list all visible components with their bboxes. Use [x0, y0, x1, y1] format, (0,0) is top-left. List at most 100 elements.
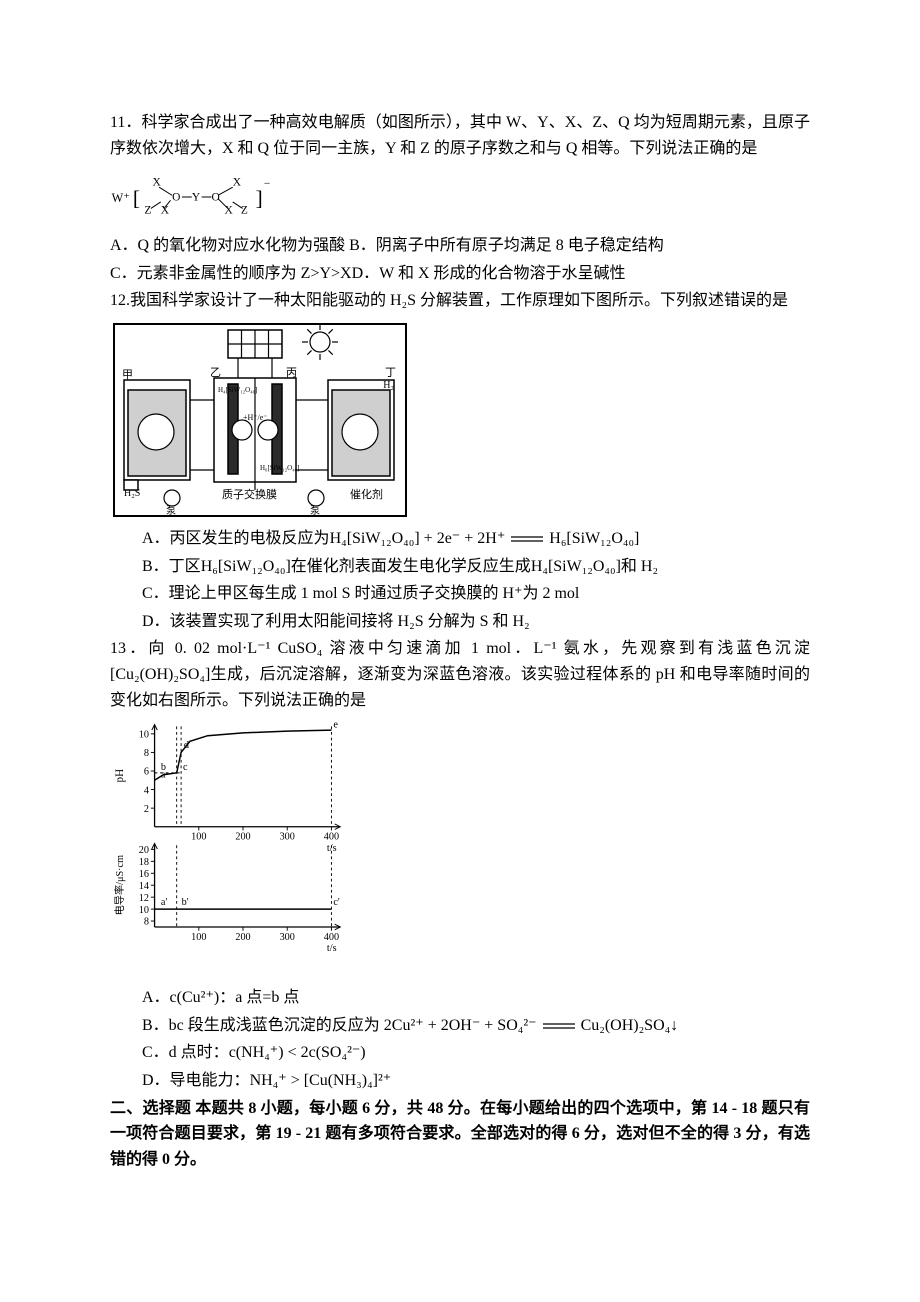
q13-d-pre: D．导电能力：: [142, 1072, 250, 1089]
svg-text:100: 100: [191, 832, 206, 843]
q13-stem: 13．向 0. 02 mol·L⁻¹ CuSO₄ 溶液中匀速滴加 1 mol．L…: [110, 636, 810, 713]
q11-opt-b: B．阴离子中所有原子均满足 8 电子稳定结构: [349, 237, 664, 254]
svg-text:W⁺: W⁺: [112, 191, 130, 205]
q13-stem-text: 向 0. 02 mol·L⁻¹ CuSO₄ 溶液中匀速滴加 1 mol．L⁻¹ …: [110, 640, 810, 708]
section2-heading: 二、选择题 本题共 8 小题，每小题 6 分，共 48 分。在每小题给出的四个选…: [110, 1096, 810, 1173]
svg-text:100: 100: [191, 932, 206, 943]
q13-opt-c: C．d 点时：c(NH₄⁺) < 2c(SO₄²⁻): [110, 1040, 810, 1066]
svg-text:甲: 甲: [122, 369, 133, 381]
svg-text:2: 2: [144, 804, 149, 815]
q12-c-text: C．理论上甲区每生成 1 mol S 时通过质子交换膜的 H⁺为 2 mol: [142, 585, 579, 602]
q12-number: 12.: [110, 292, 130, 309]
q11-number: 11．: [110, 114, 141, 131]
svg-text:−: −: [264, 178, 270, 190]
svg-text:18: 18: [139, 857, 149, 868]
svg-text:[: [: [133, 186, 140, 210]
section2-text: 二、选择题 本题共 8 小题，每小题 6 分，共 48 分。在每小题给出的四个选…: [110, 1100, 810, 1168]
q12-stem-text: 我国科学家设计了一种太阳能驱动的 H₂S 分解装置，工作原理如下图所示。下列叙述…: [130, 292, 788, 309]
svg-text:泵: 泵: [166, 505, 176, 517]
svg-text:泵: 泵: [310, 505, 320, 517]
q11-stem-text: 科学家合成出了一种高效电解质（如图所示），其中 W、Y、X、Z、Q 均为短周期元…: [110, 114, 810, 157]
svg-text:300: 300: [280, 832, 295, 843]
equilibrium-arrow-icon: [541, 1021, 577, 1031]
q11-opt-d: D．W 和 X 形成的化合物溶于水呈碱性: [352, 265, 626, 282]
svg-text:c': c': [333, 897, 340, 908]
svg-text:b: b: [161, 762, 166, 773]
q13-number: 13．: [110, 640, 148, 657]
q13-chart-svg: 246810pH100200300400t/sabcde810121416182…: [110, 719, 370, 979]
q12-stem: 12.我国科学家设计了一种太阳能驱动的 H₂S 分解装置，工作原理如下图所示。下…: [110, 288, 810, 314]
svg-text:400: 400: [324, 932, 339, 943]
svg-text:H₂: H₂: [383, 380, 394, 391]
svg-text:4: 4: [144, 785, 149, 796]
q11-options-row1: A．Q 的氧化物对应水化物为强酸 B．阴离子中所有原子均满足 8 电子稳定结构: [110, 233, 810, 259]
q13-c-expr: c(NH₄⁺) < 2c(SO₄²⁻): [229, 1044, 366, 1061]
svg-text:丁: 丁: [385, 367, 396, 379]
svg-text:e: e: [333, 719, 338, 730]
svg-text:12: 12: [139, 893, 149, 904]
svg-text:14: 14: [139, 881, 149, 892]
q13-chart-figure: 246810pH100200300400t/sabcde810121416182…: [110, 719, 810, 979]
svg-text:d: d: [184, 740, 189, 751]
q13-d-expr: NH₄⁺ > [Cu(NH₃)₄]²⁺: [250, 1072, 392, 1089]
svg-text:b': b': [182, 897, 189, 908]
svg-text:Y: Y: [192, 191, 200, 203]
svg-text:6: 6: [144, 767, 149, 778]
svg-text:X: X: [153, 177, 162, 189]
q12-device-svg: 甲H₂S泵乙丙+H⁺/e⁻H₄[SiW₁₂O₄₀]H₆[SiW₁₂O₄₀]质子交…: [110, 320, 410, 520]
svg-text:X: X: [233, 177, 242, 189]
q11-opt-c: C．元素非金属性的顺序为 Z>Y>X: [110, 265, 352, 282]
q13-b-pre: B．bc 段生成浅蓝色沉淀的反应为: [142, 1017, 384, 1034]
q12-b-mid: 在催化剂表面发生电化学反应生成: [291, 558, 531, 575]
q11-opt-a: A．Q 的氧化物对应水化物为强酸: [110, 237, 345, 254]
svg-text:10: 10: [139, 730, 149, 741]
svg-text:8: 8: [144, 748, 149, 759]
q12-opt-a: A．丙区发生的电极反应为H₄[SiW₁₂O₄₀] + 2e⁻ + 2H⁺ H₆[…: [110, 526, 810, 552]
svg-text:O: O: [172, 191, 180, 203]
q12-b-f1: H₆[SiW₁₂O₄₀]: [201, 558, 291, 575]
svg-text:200: 200: [235, 932, 250, 943]
q12-b-pre: B．丁区: [142, 558, 201, 575]
svg-text:300: 300: [280, 932, 295, 943]
q12-d-text: D．该装置实现了利用太阳能间接将 H₂S 分解为 S 和 H₂: [142, 613, 530, 630]
q13-a-text: A．c(Cu²⁺)：a 点=b 点: [142, 989, 299, 1006]
q11-options-row2: C．元素非金属性的顺序为 Z>Y>XD．W 和 X 形成的化合物溶于水呈碱性: [110, 261, 810, 287]
svg-text:催化剂: 催化剂: [350, 487, 383, 501]
q12-a-eq-left: H₄[SiW₁₂O₄₀] + 2e⁻ + 2H⁺: [330, 530, 506, 547]
q12-b-f2: H₄[SiW₁₂O₄₀]: [531, 558, 621, 575]
q12-opt-d: D．该装置实现了利用太阳能间接将 H₂S 分解为 S 和 H₂: [110, 609, 810, 635]
q13-b-eq-right: Cu₂(OH)₂SO₄↓: [581, 1017, 679, 1034]
svg-text:a': a': [161, 897, 168, 908]
svg-text:丙: 丙: [286, 367, 297, 379]
q13-opt-a: A．c(Cu²⁺)：a 点=b 点: [110, 985, 810, 1011]
q12-b-end: 和 H₂: [621, 558, 658, 575]
svg-text:200: 200: [235, 832, 250, 843]
q13-b-eq-left: 2Cu²⁺ + 2OH⁻ + SO₄²⁻: [384, 1017, 537, 1034]
svg-text:Z: Z: [144, 205, 151, 217]
q12-device-figure: 甲H₂S泵乙丙+H⁺/e⁻H₄[SiW₁₂O₄₀]H₆[SiW₁₂O₄₀]质子交…: [110, 320, 810, 520]
svg-text:16: 16: [139, 869, 149, 880]
svg-text:10: 10: [139, 905, 149, 916]
q11-ion-figure: W⁺[]−XZXOYOXXZ: [110, 167, 810, 227]
q13-c-pre: C．d 点时：: [142, 1044, 229, 1061]
q11-stem: 11．科学家合成出了一种高效电解质（如图所示），其中 W、Y、X、Z、Q 均为短…: [110, 110, 810, 161]
svg-text:c: c: [183, 762, 188, 773]
svg-text:+H⁺/e⁻: +H⁺/e⁻: [243, 413, 268, 422]
svg-text:H₆[SiW₁₂O₄₀]: H₆[SiW₁₂O₄₀]: [260, 464, 299, 472]
svg-text:400: 400: [324, 832, 339, 843]
svg-text:质子交换膜: 质子交换膜: [222, 487, 277, 501]
q11-ion-svg: W⁺[]−XZXOYOXXZ: [110, 167, 290, 227]
svg-text:8: 8: [144, 917, 149, 928]
q12-opt-c: C．理论上甲区每生成 1 mol S 时通过质子交换膜的 H⁺为 2 mol: [110, 581, 810, 607]
q12-a-eq-right: H₆[SiW₁₂O₄₀]: [549, 530, 639, 547]
svg-text:]: ]: [256, 186, 263, 210]
q12-a-pre: A．丙区发生的电极反应为: [142, 530, 330, 547]
equilibrium-arrow-icon: [509, 534, 545, 544]
svg-text:pH: pH: [114, 769, 126, 783]
svg-text:O: O: [211, 191, 219, 203]
q12-opt-b: B．丁区H₆[SiW₁₂O₄₀]在催化剂表面发生电化学反应生成H₄[SiW₁₂O…: [110, 554, 810, 580]
q13-opt-d: D．导电能力：NH₄⁺ > [Cu(NH₃)₄]²⁺: [110, 1068, 810, 1094]
svg-text:H₄[SiW₁₂O₄₀]: H₄[SiW₁₂O₄₀]: [218, 386, 257, 394]
svg-text:t/s: t/s: [327, 943, 337, 954]
q13-opt-b: B．bc 段生成浅蓝色沉淀的反应为 2Cu²⁺ + 2OH⁻ + SO₄²⁻ C…: [110, 1013, 810, 1039]
